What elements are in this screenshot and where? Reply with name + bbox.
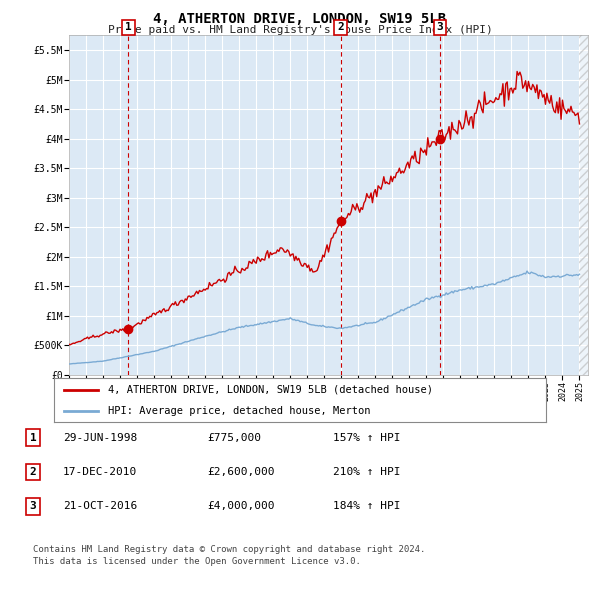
Text: 184% ↑ HPI: 184% ↑ HPI	[333, 502, 401, 511]
Text: 17-DEC-2010: 17-DEC-2010	[63, 467, 137, 477]
Text: 3: 3	[437, 22, 443, 32]
Text: £4,000,000: £4,000,000	[207, 502, 275, 511]
Text: 2: 2	[29, 467, 37, 477]
Text: 4, ATHERTON DRIVE, LONDON, SW19 5LB: 4, ATHERTON DRIVE, LONDON, SW19 5LB	[154, 12, 446, 26]
Text: Contains HM Land Registry data © Crown copyright and database right 2024.: Contains HM Land Registry data © Crown c…	[33, 545, 425, 555]
Text: 29-JUN-1998: 29-JUN-1998	[63, 433, 137, 442]
Bar	[580, 35, 588, 375]
Text: 210% ↑ HPI: 210% ↑ HPI	[333, 467, 401, 477]
Text: 4, ATHERTON DRIVE, LONDON, SW19 5LB (detached house): 4, ATHERTON DRIVE, LONDON, SW19 5LB (det…	[108, 385, 433, 395]
Text: 1: 1	[125, 22, 132, 32]
Text: HPI: Average price, detached house, Merton: HPI: Average price, detached house, Mert…	[108, 406, 371, 416]
Text: £775,000: £775,000	[207, 433, 261, 442]
Text: Price paid vs. HM Land Registry's House Price Index (HPI): Price paid vs. HM Land Registry's House …	[107, 25, 493, 35]
Text: 21-OCT-2016: 21-OCT-2016	[63, 502, 137, 511]
Text: This data is licensed under the Open Government Licence v3.0.: This data is licensed under the Open Gov…	[33, 557, 361, 566]
Text: £2,600,000: £2,600,000	[207, 467, 275, 477]
Text: 3: 3	[29, 502, 37, 511]
Text: 157% ↑ HPI: 157% ↑ HPI	[333, 433, 401, 442]
Text: 2: 2	[337, 22, 344, 32]
Text: 1: 1	[29, 433, 37, 442]
